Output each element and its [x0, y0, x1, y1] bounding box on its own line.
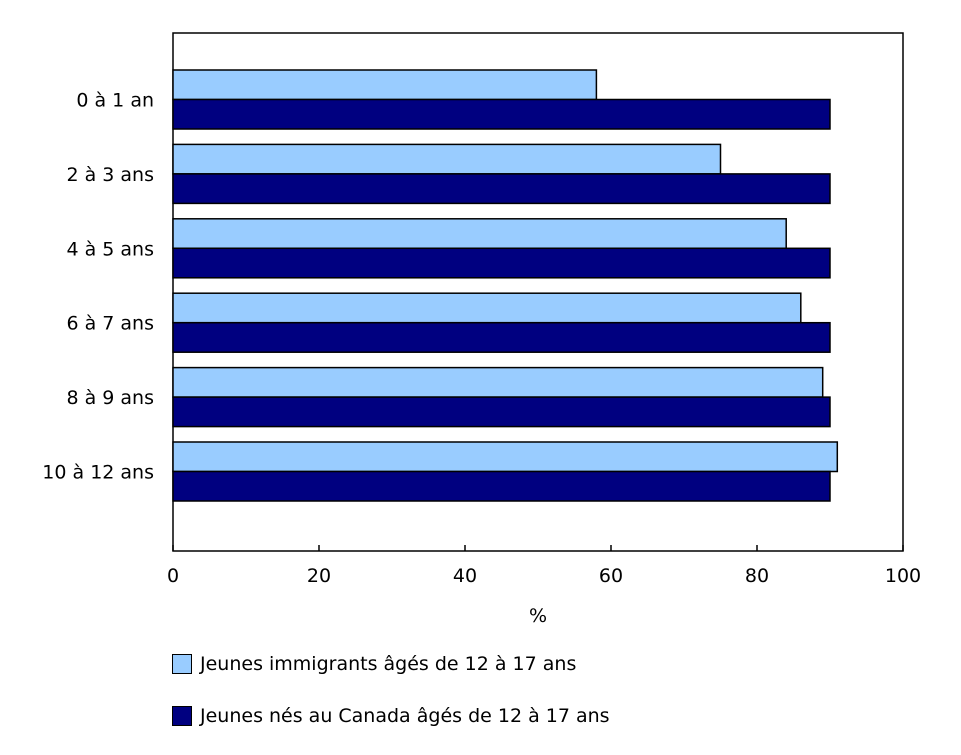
bar-canada-1	[172, 173, 831, 205]
x-tick-label: 60	[599, 565, 623, 587]
bar-canada-2	[172, 247, 831, 279]
y-tick-label: 0 à 1 an	[76, 90, 154, 112]
x-tick-label: 20	[307, 565, 331, 587]
bar-chart: 0 20 40 60 80 100 0 à 1 an 2 à 3 ans 4 à 5 ans 6…	[42, 32, 921, 627]
x-axis-label: %	[529, 605, 547, 627]
bar-canada-3	[172, 321, 831, 353]
legend-label-immigrants: Jeunes immigrants âgés de 12 à 17 ans	[200, 653, 577, 675]
x-tick-label: 40	[453, 565, 477, 587]
y-tick-label: 4 à 5 ans	[66, 238, 154, 260]
y-tick-label: 2 à 3 ans	[66, 164, 154, 186]
x-tick-label: 0	[167, 565, 179, 587]
y-tick-label: 10 à 12 ans	[42, 462, 154, 484]
y-tick-label: 8 à 9 ans	[66, 387, 154, 409]
bar-immigrants-3	[172, 292, 802, 324]
y-tick-label: 6 à 7 ans	[66, 313, 154, 335]
bar-immigrants-2	[172, 218, 787, 250]
legend-label-canada: Jeunes nés au Canada âgés de 12 à 17 ans	[200, 705, 610, 727]
bar-immigrants-5	[172, 441, 839, 473]
legend-item-canada: Jeunes nés au Canada âgés de 12 à 17 ans	[172, 703, 610, 729]
bar-canada-4	[172, 396, 831, 428]
bar-immigrants-0	[172, 69, 598, 101]
legend-swatch-immigrants	[172, 654, 192, 674]
legend: Jeunes immigrants âgés de 12 à 17 ans Je…	[172, 651, 610, 755]
x-tick-label: 80	[745, 565, 769, 587]
bar-immigrants-1	[172, 143, 722, 175]
legend-swatch-canada	[172, 706, 192, 726]
bar-canada-0	[172, 98, 831, 130]
x-tick-label: 100	[885, 565, 921, 587]
bar-canada-5	[172, 470, 831, 502]
legend-item-immigrants: Jeunes immigrants âgés de 12 à 17 ans	[172, 651, 610, 677]
bar-immigrants-4	[172, 366, 824, 398]
